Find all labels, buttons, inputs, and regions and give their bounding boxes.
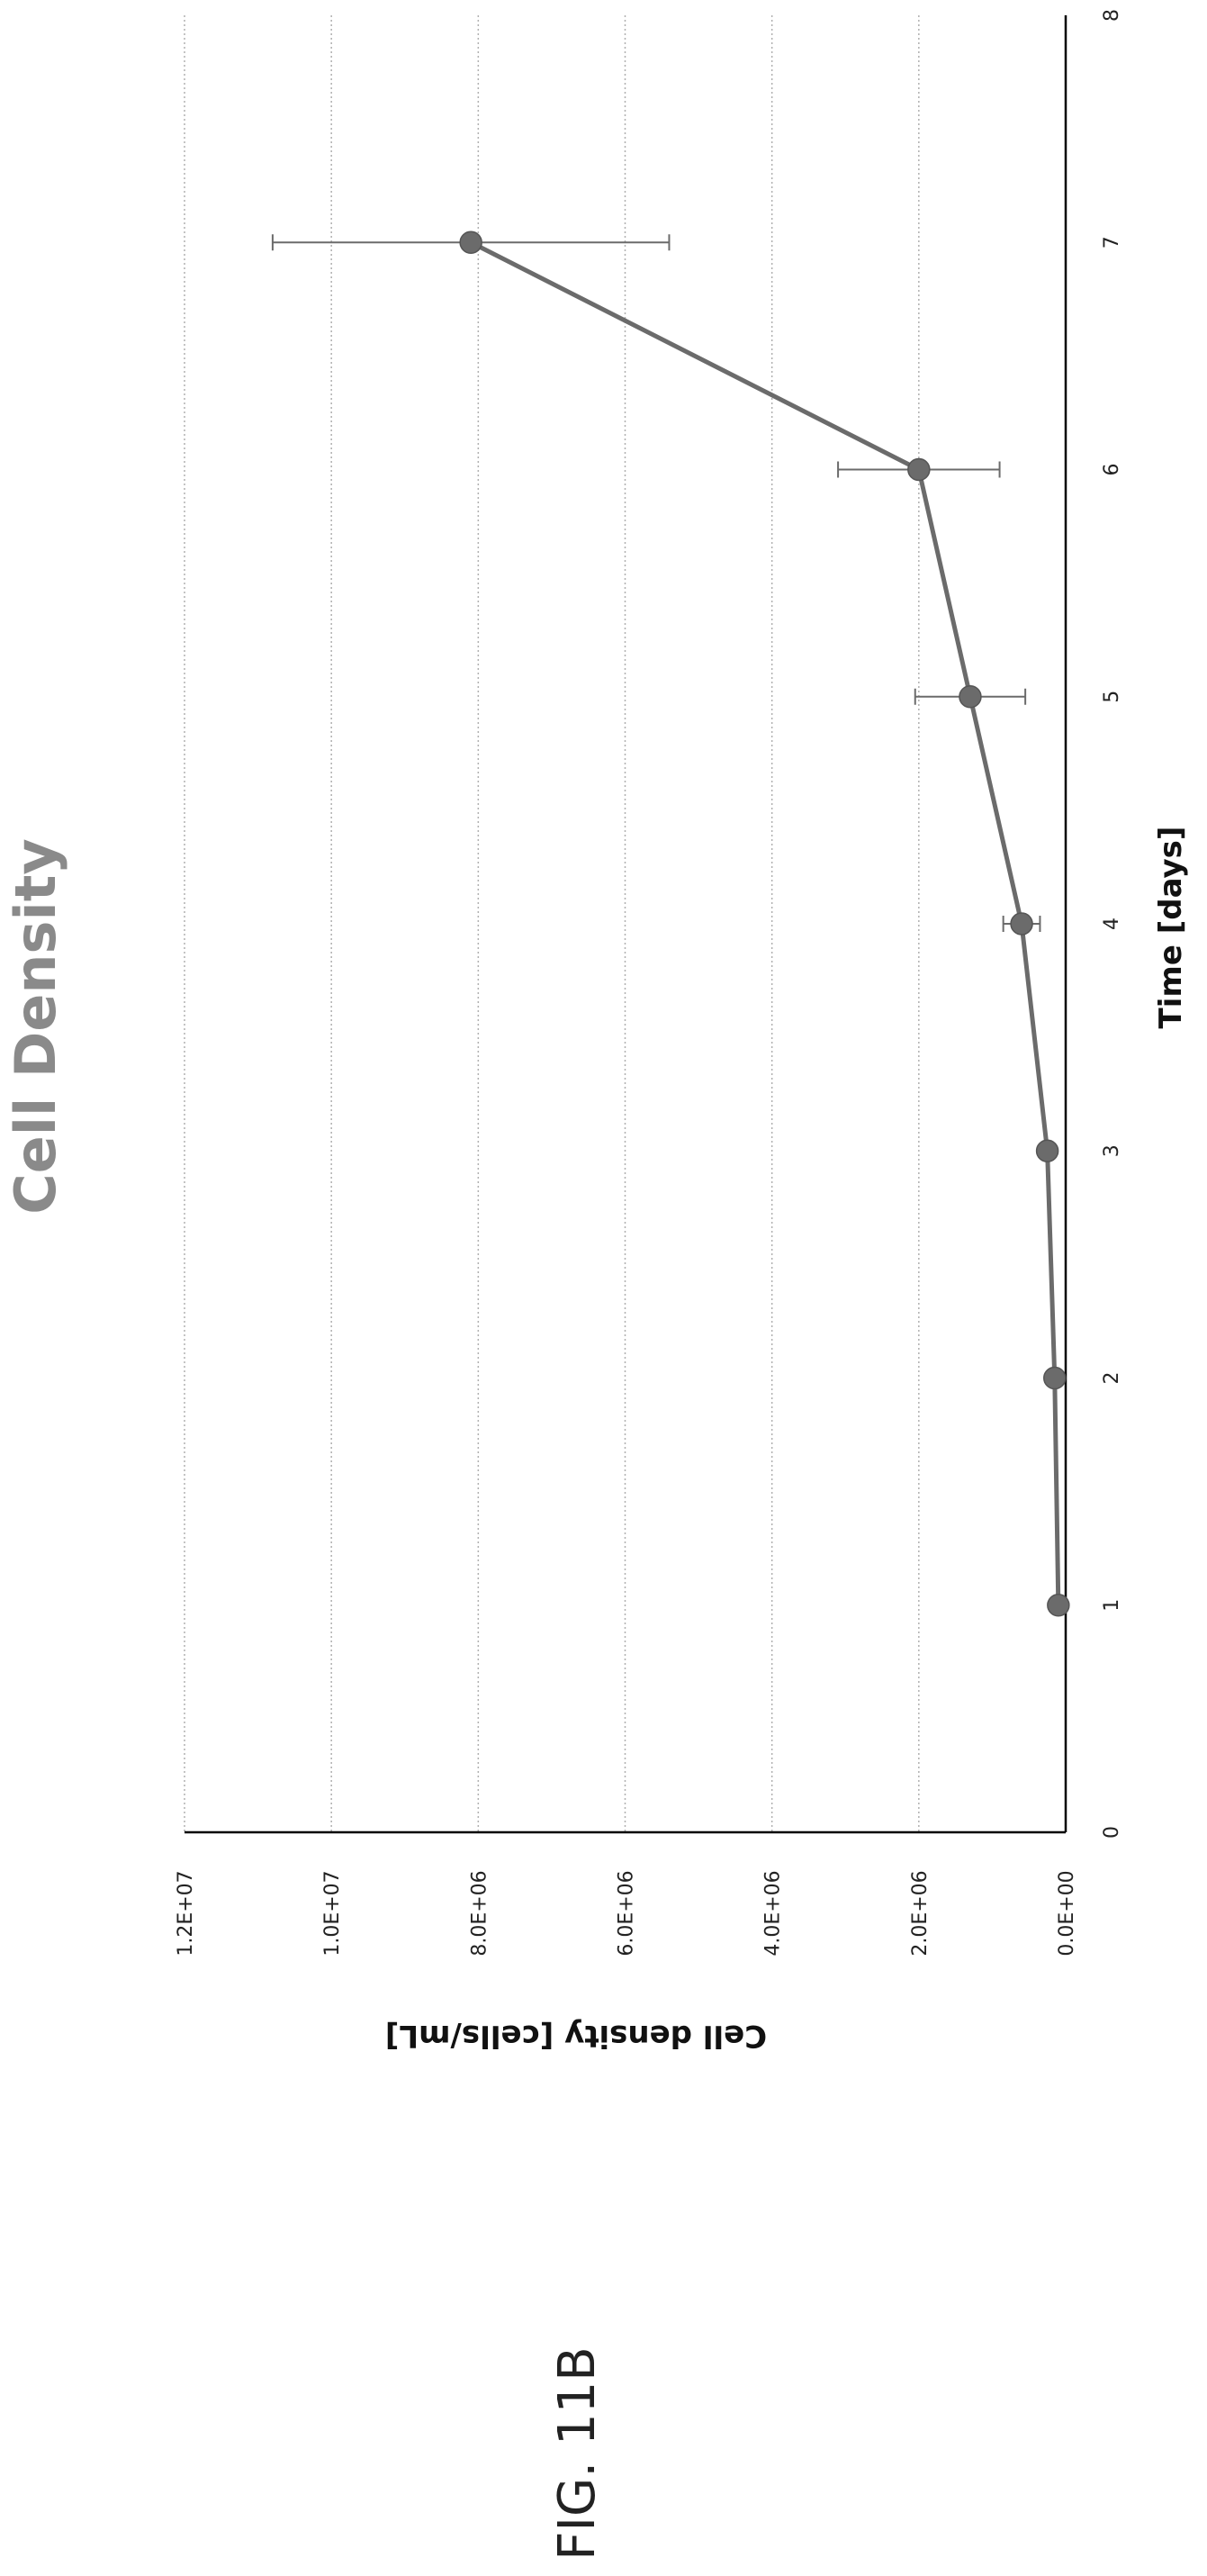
data-point	[1035, 1139, 1059, 1162]
y-tick-label: 2.0E+06	[909, 1870, 932, 1956]
x-tick-label: 5	[1101, 691, 1123, 703]
x-tick-label: 3	[1101, 1144, 1123, 1157]
y-axis-title: Cell density [cells/mL]	[385, 2018, 767, 2054]
figure-label: FIG. 11B	[548, 2346, 607, 2560]
x-tick-labels: 0 1 2 3 4 5 6 7 8	[1101, 9, 1123, 1839]
x-tick-label: 2	[1101, 1372, 1123, 1385]
data-point	[959, 685, 982, 709]
chart-title: Cell Density	[3, 838, 68, 1215]
x-tick-label: 6	[1101, 464, 1123, 476]
y-tick-label: 6.0E+06	[616, 1870, 638, 1956]
error-bars	[271, 234, 1062, 1613]
y-tick-label: 1.2E+07	[175, 1870, 197, 1956]
data-point	[907, 457, 931, 482]
x-tick-label: 4	[1101, 917, 1123, 930]
y-tick-label: 4.0E+06	[762, 1870, 785, 1956]
gridlines	[184, 15, 920, 1832]
x-axis-title: Time [days]	[1153, 827, 1189, 1029]
data-point	[1047, 1594, 1070, 1617]
series-line	[470, 240, 1061, 1605]
y-tick-label: 0.0E+00	[1056, 1870, 1078, 1956]
x-tick-label: 7	[1101, 236, 1123, 249]
data-point	[1010, 912, 1033, 935]
x-tick-label: 0	[1101, 1826, 1123, 1839]
y-tick-label: 8.0E+06	[468, 1870, 491, 1956]
y-tick-label: 1.0E+07	[321, 1870, 344, 1956]
data-points	[459, 230, 1070, 1617]
data-point	[1043, 1366, 1067, 1390]
data-point	[459, 230, 482, 254]
x-tick-label: 8	[1101, 9, 1123, 22]
y-tick-labels: 0.0E+00 2.0E+06 4.0E+06 6.0E+06 8.0E+06 1.0E+…	[175, 1870, 1078, 1956]
x-tick-label: 1	[1101, 1599, 1123, 1612]
data-line	[470, 240, 1061, 1605]
axes	[185, 15, 1067, 1834]
